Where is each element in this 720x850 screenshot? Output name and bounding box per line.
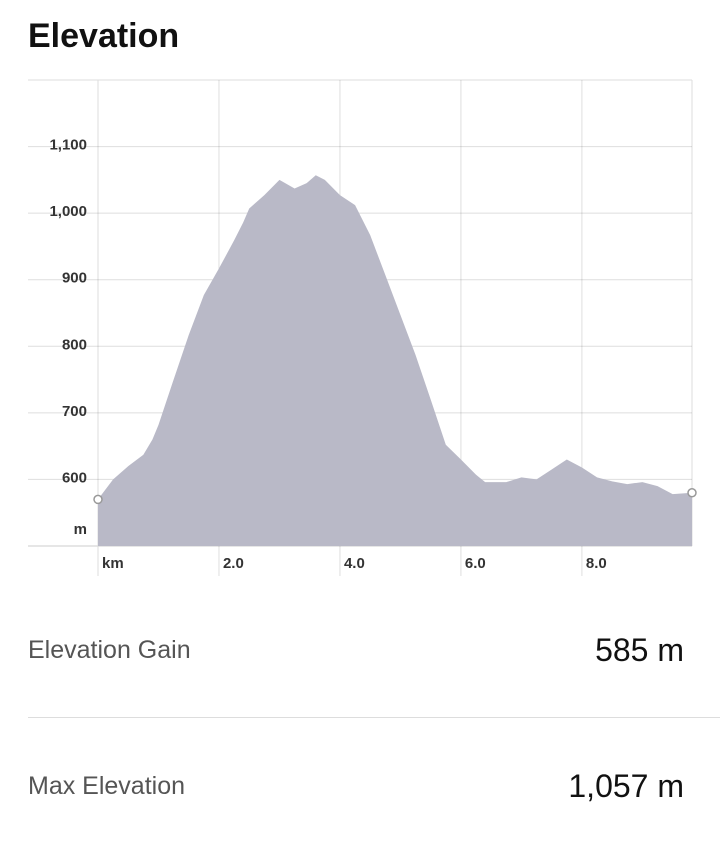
- stat-row: Elevation Gain 585 m: [28, 620, 684, 680]
- y-tick-label: 900: [62, 270, 87, 287]
- separator: [28, 717, 720, 718]
- x-tick-label: 6.0: [465, 555, 486, 572]
- area: [98, 175, 692, 546]
- x-tick-label: 8.0: [586, 555, 607, 572]
- x-axis-label: km: [102, 555, 124, 572]
- end-marker: [93, 494, 103, 505]
- stat-value: 585 m: [595, 631, 684, 668]
- y-tick-label: 800: [62, 336, 87, 353]
- y-tick-label: 1,000: [49, 203, 87, 220]
- y-tick-label: 700: [62, 403, 87, 420]
- x-tick-label: 4.0: [344, 555, 365, 572]
- chart-title: Elevation: [28, 17, 179, 55]
- y-axis-label: m: [74, 521, 87, 538]
- stat-row: Max Elevation 1,057 m: [28, 756, 684, 816]
- y-tick-label: 1,100: [49, 137, 87, 154]
- y-tick-label: 600: [62, 469, 87, 486]
- stat-label: Elevation Gain: [28, 635, 191, 664]
- end-marker: [687, 487, 697, 498]
- chart: Elevation 600 700 800 900 1,000 1,100 2.0 4.0 6.…: [28, 17, 697, 576]
- stat-value: 1,057 m: [568, 767, 684, 804]
- stat-label: Max Elevation: [28, 771, 186, 800]
- x-tick-label: 2.0: [223, 555, 244, 572]
